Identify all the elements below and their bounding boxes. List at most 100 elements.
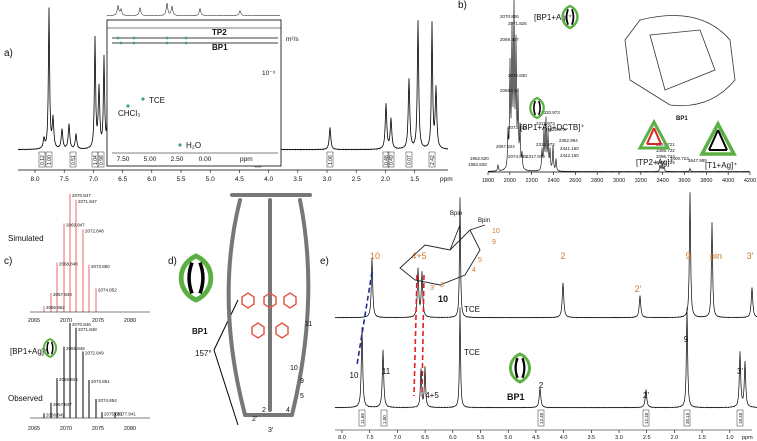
legend-label: TP2 bbox=[212, 28, 227, 37]
diffusion-dot bbox=[116, 36, 120, 40]
integral-box bbox=[380, 409, 388, 427]
integral-label: 11.68 bbox=[360, 413, 365, 424]
x-tick-label: 2200 bbox=[526, 178, 538, 184]
t1-icon bbox=[699, 120, 737, 156]
peak-label: 9 bbox=[685, 251, 690, 261]
axis-unit: ppm bbox=[742, 435, 753, 441]
peak-label: 2442.160 bbox=[560, 153, 579, 158]
x-tick-label: 7.0 bbox=[394, 435, 402, 441]
peak-label: 2441.160 bbox=[560, 146, 579, 151]
integral-label: 0.98 bbox=[99, 155, 105, 165]
peak-label: 2070.826 bbox=[500, 14, 519, 19]
atom-label: 3' bbox=[268, 427, 273, 434]
integral-label: 18.40 bbox=[738, 412, 743, 424]
x-tick-label: 3.5 bbox=[587, 435, 595, 441]
integral-box bbox=[387, 151, 395, 168]
x-tick-label: 3.0 bbox=[322, 176, 331, 183]
x-tick-label: 4200 bbox=[744, 178, 756, 184]
integral-label: 0.48 bbox=[384, 155, 390, 165]
x-tick-label: 2.0 bbox=[671, 435, 679, 441]
x-tick-label: 2070 bbox=[60, 318, 72, 324]
integral-box bbox=[428, 151, 436, 168]
x-tick-label: 2.5 bbox=[352, 176, 361, 183]
peak-label: 2068.846 bbox=[59, 377, 78, 382]
x-tick-label: 3000 bbox=[613, 178, 625, 184]
peak-label: 2067.824 bbox=[496, 144, 515, 149]
axis-unit: m²/s bbox=[286, 36, 299, 43]
integral-box bbox=[326, 151, 334, 168]
integral-label: 0.51 bbox=[71, 155, 77, 165]
peak-label: 2070.846 bbox=[72, 322, 91, 327]
legend-label: BP1 bbox=[212, 43, 228, 52]
peak-label: 2068.824 bbox=[500, 88, 519, 93]
x-tick-label: 3.0 bbox=[615, 435, 623, 441]
peak-label: 2069.846 bbox=[66, 346, 85, 351]
peak-label: 10 bbox=[350, 371, 359, 380]
peak-label: pin bbox=[710, 251, 722, 261]
annotation: [BP1+Ag]⁺ bbox=[10, 347, 48, 356]
integral-label: 35.15 bbox=[685, 412, 690, 424]
atom-label: 11 bbox=[305, 321, 312, 328]
x-tick-label: 2080 bbox=[124, 426, 136, 432]
inset-box bbox=[106, 19, 282, 167]
x-tick-label: 4.5 bbox=[532, 435, 540, 441]
trace-label: Simulated bbox=[8, 234, 44, 243]
atom-label: 4 bbox=[286, 407, 290, 414]
x-tick-label: 2065 bbox=[28, 426, 40, 432]
spectrum bbox=[334, 192, 757, 319]
x-tick-label: 7.0 bbox=[89, 176, 98, 183]
atom-label: 10 bbox=[290, 365, 298, 372]
green-icon bbox=[42, 337, 58, 359]
ring bbox=[263, 292, 277, 309]
axis-unit: ppm bbox=[240, 156, 253, 163]
peak-label: 2066.852 bbox=[46, 305, 65, 310]
x-tick-label: 2.50 bbox=[171, 156, 184, 163]
diffusion-dot bbox=[165, 36, 169, 40]
peak-label: 2072.849 bbox=[85, 351, 104, 356]
x-tick-label: 5.0 bbox=[206, 176, 215, 183]
integral-label: 1.00 bbox=[47, 155, 53, 165]
atom-label: 5 bbox=[300, 393, 304, 400]
integral-box bbox=[736, 409, 744, 427]
x-tick-label: 5.5 bbox=[477, 435, 485, 441]
diffusion-dot bbox=[119, 41, 123, 45]
x-tick-label: 3.5 bbox=[293, 176, 302, 183]
peak-label: 2362.994 bbox=[559, 138, 578, 143]
peak-label: 3396.723 bbox=[656, 154, 675, 159]
diffusion-dot bbox=[141, 97, 145, 101]
tp2-icon bbox=[637, 118, 671, 150]
peak-label: 2069.847 bbox=[66, 223, 85, 228]
diffusion-dot bbox=[178, 143, 182, 147]
peak-label: 2074.835 bbox=[508, 154, 527, 159]
integral-label: 1.04 bbox=[93, 155, 99, 165]
x-tick-label: 3200 bbox=[635, 178, 647, 184]
peak-label: 4+5 bbox=[425, 391, 439, 400]
peak-label: 3' bbox=[737, 367, 743, 376]
dashed-link bbox=[413, 274, 418, 397]
integral-label: 0.12 bbox=[40, 155, 46, 165]
bp1-icon bbox=[178, 253, 214, 303]
annotation: [TP2+Ag]⁺ bbox=[636, 158, 674, 167]
x-tick-label: 0.00 bbox=[199, 156, 212, 163]
spectrum bbox=[334, 307, 757, 409]
integral-box bbox=[683, 409, 691, 427]
x-tick-label: 4.0 bbox=[560, 435, 568, 441]
bp1-icon-core bbox=[187, 261, 205, 295]
structure-label: 9 bbox=[492, 239, 496, 246]
peak-label: 2073.832 bbox=[508, 125, 527, 130]
integral-box bbox=[69, 151, 77, 168]
angle-label: 157° bbox=[195, 349, 212, 358]
x-tick-label: 4.0 bbox=[264, 176, 273, 183]
x-tick-label: 8.0 bbox=[30, 176, 39, 183]
peak-label: 10 bbox=[370, 251, 380, 261]
x-tick-label: 2070 bbox=[60, 426, 72, 432]
peak-label: 2' bbox=[635, 284, 642, 294]
diffusion-dot bbox=[165, 41, 169, 45]
x-tick-label: 2075 bbox=[92, 318, 104, 324]
peak-label: 2071.847 bbox=[78, 199, 97, 204]
integral-box bbox=[642, 409, 650, 427]
trace-label: Observed bbox=[8, 394, 43, 403]
x-tick-label: 5.0 bbox=[504, 435, 512, 441]
